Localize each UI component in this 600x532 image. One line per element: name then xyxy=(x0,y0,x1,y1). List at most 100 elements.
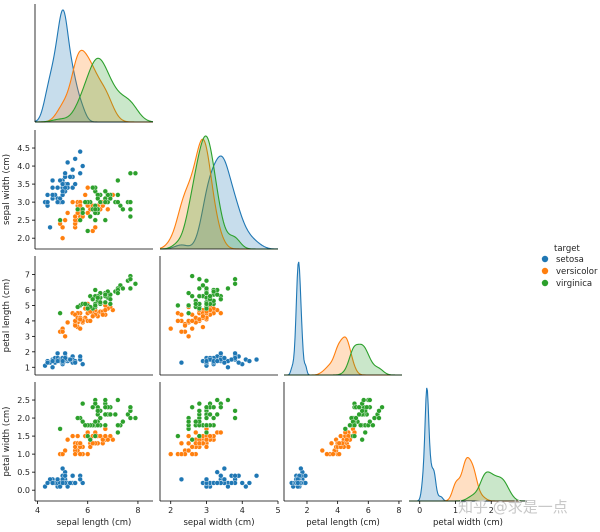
point-setosa xyxy=(49,364,56,370)
point-versicolor xyxy=(77,451,83,457)
point-virginica xyxy=(127,206,133,212)
scatter-panel-petal-width-vs-sepal-width xyxy=(159,382,278,502)
y-tick-label: 1.0 xyxy=(17,450,30,459)
kde-panel-petal-length xyxy=(284,261,402,376)
kde-line-virginica xyxy=(34,57,154,123)
point-versicolor xyxy=(178,440,185,446)
kde-area-versicolor xyxy=(284,336,402,375)
point-setosa xyxy=(225,364,231,370)
kde-line-setosa xyxy=(159,155,279,250)
point-versicolor xyxy=(72,451,78,457)
point-setosa xyxy=(62,185,68,191)
x-tick-label: 6 xyxy=(366,506,371,515)
point-setosa xyxy=(239,480,245,486)
point-versicolor xyxy=(328,440,335,446)
point-versicolor xyxy=(100,437,106,443)
point-virginica xyxy=(196,293,202,299)
point-virginica xyxy=(77,217,83,223)
point-versicolor xyxy=(319,447,325,454)
kde-area-setosa xyxy=(284,261,402,375)
point-virginica xyxy=(105,192,111,198)
point-versicolor xyxy=(189,451,195,457)
point-setosa xyxy=(49,358,56,364)
point-virginica xyxy=(115,192,121,198)
legend-entry-versicolor: versicolor xyxy=(541,267,598,277)
point-virginica xyxy=(115,177,121,184)
point-virginica xyxy=(361,397,367,403)
point-virginica xyxy=(214,292,220,298)
point-virginica xyxy=(127,170,133,176)
point-virginica xyxy=(193,419,199,425)
kde-area-virginica xyxy=(160,135,278,249)
point-virginica xyxy=(356,404,362,410)
point-virginica xyxy=(102,199,108,205)
x-axis-petal-width: 0 1 2 petal width (cm) xyxy=(417,501,503,528)
point-versicolor xyxy=(105,206,111,212)
legend-title: target xyxy=(554,244,581,254)
watermark: 知乎 @求是一点 xyxy=(458,498,568,516)
point-setosa xyxy=(302,473,309,479)
point-setosa xyxy=(214,469,220,475)
point-virginica xyxy=(127,415,133,421)
scatter-panel-petal-width-vs-petal-length xyxy=(283,382,402,502)
point-setosa xyxy=(232,473,238,479)
scatter-panel-sepal-width-vs-sepal-length xyxy=(34,130,153,250)
point-virginica xyxy=(102,397,108,403)
point-virginica xyxy=(95,195,101,202)
point-setosa xyxy=(65,483,71,490)
point-setosa xyxy=(60,358,66,364)
point-virginica xyxy=(115,290,121,296)
point-virginica xyxy=(353,415,359,421)
y-axis-petal-width: 0.0 0.5 1.0 1.5 2.0 2.5 petal width (cm) xyxy=(2,396,35,495)
point-virginica xyxy=(75,415,81,421)
y-tick-label: 4 xyxy=(25,317,30,326)
point-virginica xyxy=(359,408,365,414)
scatter-panel-petal-length-vs-sepal-width xyxy=(159,256,278,376)
point-setosa xyxy=(60,480,66,486)
point-virginica xyxy=(127,404,133,410)
point-versicolor xyxy=(85,185,91,191)
point-setosa xyxy=(218,350,224,356)
kde-area-virginica xyxy=(284,344,402,375)
point-versicolor xyxy=(60,224,66,230)
point-virginica xyxy=(203,301,210,307)
point-virginica xyxy=(132,281,139,287)
point-setosa xyxy=(47,224,53,230)
point-setosa xyxy=(203,476,210,482)
point-virginica xyxy=(82,199,88,205)
kde-panel-sepal-width xyxy=(159,135,279,250)
point-virginica xyxy=(203,278,210,284)
y-axis-label-petal-length: petal length (cm) xyxy=(2,279,12,353)
point-versicolor xyxy=(175,318,181,324)
point-versicolor xyxy=(178,329,185,335)
point-virginica xyxy=(85,433,91,439)
point-virginica xyxy=(351,422,358,428)
legend-label-setosa: setosa xyxy=(556,255,584,265)
point-setosa xyxy=(49,192,56,198)
point-virginica xyxy=(211,415,217,421)
y-tick-label: 2.0 xyxy=(17,234,30,243)
point-setosa xyxy=(54,199,61,205)
point-virginica xyxy=(95,295,101,301)
point-virginica xyxy=(196,408,202,414)
point-versicolor xyxy=(203,437,210,443)
point-versicolor xyxy=(70,433,76,439)
point-versicolor xyxy=(178,312,185,318)
point-virginica xyxy=(196,276,202,282)
point-setosa xyxy=(44,192,51,198)
point-versicolor xyxy=(107,433,113,439)
point-versicolor xyxy=(336,451,342,457)
point-versicolor xyxy=(72,213,78,220)
x-axis-petal-length: 2 4 6 8 petal length (cm) xyxy=(304,501,401,528)
point-virginica xyxy=(175,302,181,309)
point-virginica xyxy=(132,415,139,421)
point-virginica xyxy=(200,282,206,288)
point-virginica xyxy=(189,293,195,299)
x-axis-sepal-width: 2 3 4 5 sepal width (cm) xyxy=(168,501,281,528)
point-virginica xyxy=(87,437,93,443)
point-setosa xyxy=(60,181,66,187)
point-versicolor xyxy=(203,444,210,450)
kde-area-setosa xyxy=(35,9,153,122)
point-setosa xyxy=(178,360,185,366)
